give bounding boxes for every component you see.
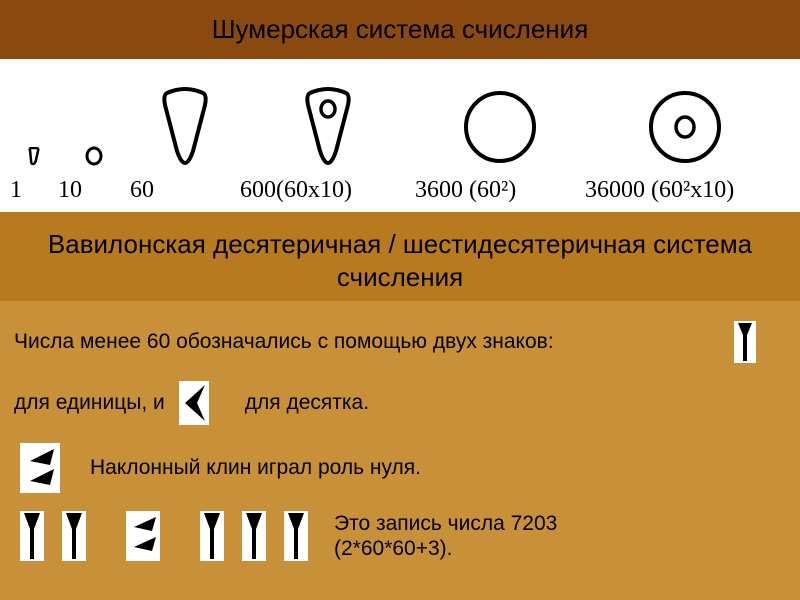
unit-wedge-icon [200,511,224,561]
text: Наклонный клин играл роль нуля. [90,455,421,480]
symbol-label: 60 [130,177,240,204]
unit-wedge-icon [284,511,308,561]
text: для десятка. [245,390,369,415]
unit-wedge-icon [62,511,86,561]
symbols-row [10,77,790,167]
symbol-label: 10 [58,177,130,204]
ten-wedge-icon [179,381,209,425]
body-line-3: Наклонный клин играл роль нуля. [14,443,786,493]
number-7203-sequence [14,511,314,561]
unit-wedge-icon [20,511,44,561]
zero-wedge-icon [126,511,160,561]
symbol-10 [58,145,130,167]
page-title-1: Шумерская система счисления [8,14,792,45]
body-line-4: Это запись числа 7203 (2*60*60+3). [14,511,786,561]
zero-wedge-icon [20,443,60,493]
text: для единицы, и [14,390,165,415]
body-band: Числа менее 60 обозначались с помощью дв… [0,301,800,600]
symbol-label: 600(60x10) [240,177,415,204]
symbol-60 [130,87,240,167]
symbol-1 [10,147,58,167]
unit-wedge-icon [734,321,756,363]
sumerian-symbols-band: 1 10 60 600(60x10) 3600 (60²) 36000 (60²… [0,59,800,212]
symbol-label: 3600 (60²) [415,177,585,204]
text: Числа менее 60 обозначались с помощью дв… [14,329,554,354]
symbol-label: 1 [10,177,58,204]
text: Это запись числа 7203 (2*60*60+3). [334,511,664,561]
symbols-labels-row: 1 10 60 600(60x10) 3600 (60²) 36000 (60²… [10,177,790,204]
symbol-36000 [585,87,785,167]
title2-band: Вавилонская десятеричная / шестидесятери… [0,212,800,301]
unit-wedge-icon [242,511,266,561]
symbol-label: 36000 (60²x10) [585,177,785,204]
header-band: Шумерская система счисления [0,0,800,59]
body-line-2: для единицы, и для десятка. [14,381,786,425]
symbol-3600 [415,87,585,167]
page-title-2: Вавилонская десятеричная / шестидесятери… [8,228,792,293]
symbol-600 [240,87,415,167]
body-line-1: Числа менее 60 обозначались с помощью дв… [14,321,786,363]
